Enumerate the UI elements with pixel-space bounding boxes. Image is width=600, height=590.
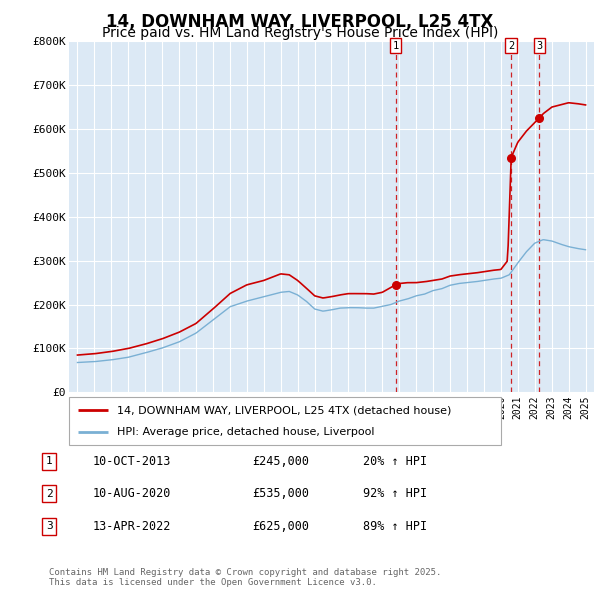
Text: £535,000: £535,000 [252,487,309,500]
Text: 10-OCT-2013: 10-OCT-2013 [93,455,172,468]
Text: 2: 2 [508,41,514,51]
Text: 92% ↑ HPI: 92% ↑ HPI [363,487,427,500]
Text: 13-APR-2022: 13-APR-2022 [93,520,172,533]
Text: HPI: Average price, detached house, Liverpool: HPI: Average price, detached house, Live… [116,427,374,437]
Text: Contains HM Land Registry data © Crown copyright and database right 2025.
This d: Contains HM Land Registry data © Crown c… [49,568,442,587]
Text: 20% ↑ HPI: 20% ↑ HPI [363,455,427,468]
Text: 1: 1 [46,457,53,466]
Text: 3: 3 [46,522,53,531]
Text: 89% ↑ HPI: 89% ↑ HPI [363,520,427,533]
Text: 14, DOWNHAM WAY, LIVERPOOL, L25 4TX: 14, DOWNHAM WAY, LIVERPOOL, L25 4TX [106,13,494,31]
Text: 2: 2 [46,489,53,499]
Text: 1: 1 [392,41,398,51]
Text: 10-AUG-2020: 10-AUG-2020 [93,487,172,500]
Text: 3: 3 [536,41,542,51]
Text: £625,000: £625,000 [252,520,309,533]
Text: 14, DOWNHAM WAY, LIVERPOOL, L25 4TX (detached house): 14, DOWNHAM WAY, LIVERPOOL, L25 4TX (det… [116,405,451,415]
FancyBboxPatch shape [69,397,501,445]
Text: Price paid vs. HM Land Registry's House Price Index (HPI): Price paid vs. HM Land Registry's House … [102,26,498,40]
Text: £245,000: £245,000 [252,455,309,468]
